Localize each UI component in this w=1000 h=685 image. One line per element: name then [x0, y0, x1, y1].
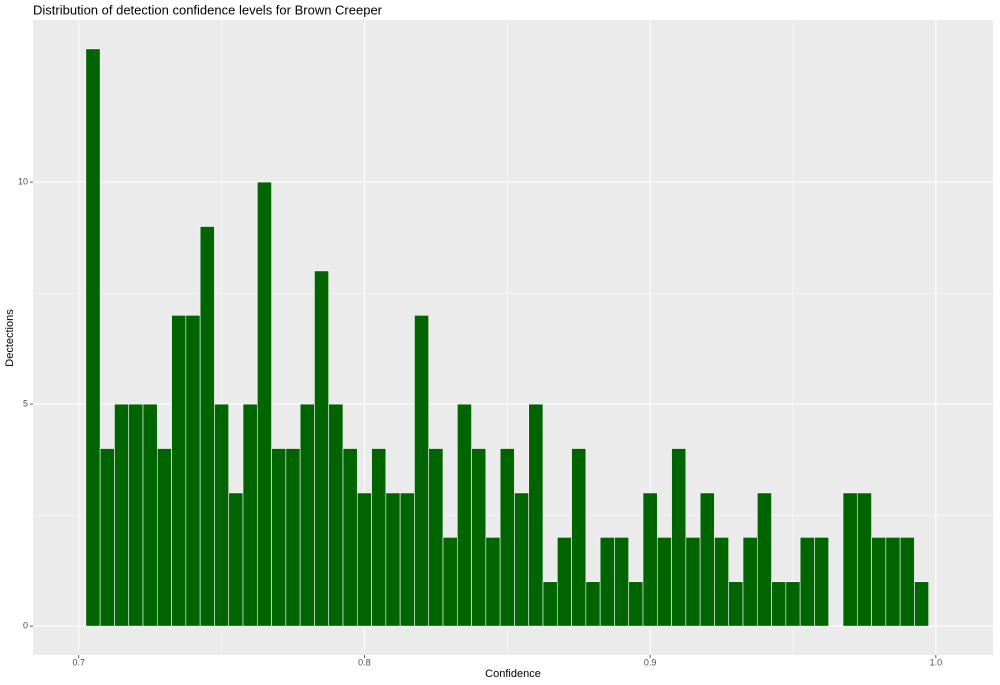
bar: [142, 403, 158, 627]
bar: [542, 581, 558, 627]
bar: [314, 270, 330, 627]
bar: [199, 226, 215, 627]
x-axis-label: Confidence: [485, 668, 541, 680]
bar: [614, 537, 630, 627]
bar: [342, 448, 358, 627]
bar: [414, 314, 430, 627]
bar: [242, 403, 258, 627]
bar: [371, 448, 387, 627]
x-tick-label: 0.8: [358, 657, 371, 667]
bar: [842, 492, 858, 627]
bar: [214, 403, 230, 627]
bar: [756, 492, 772, 627]
bar: [814, 537, 830, 627]
y-tick-label: 5: [23, 398, 28, 408]
bar: [856, 492, 872, 627]
bar: [685, 537, 701, 627]
bar: [228, 492, 244, 627]
bar: [471, 448, 487, 627]
bar: [442, 537, 458, 627]
bar: [485, 537, 501, 627]
bar: [599, 537, 615, 627]
bar: [742, 537, 758, 627]
bar: [285, 448, 301, 627]
bar: [785, 581, 801, 627]
x-tick-label: 1.0: [930, 657, 943, 667]
y-axis-label: Dectections: [4, 309, 16, 367]
bar: [671, 448, 687, 627]
bar: [585, 581, 601, 627]
bar: [871, 537, 887, 627]
bar: [885, 537, 901, 627]
bar: [528, 403, 544, 627]
bar: [428, 448, 444, 627]
y-tick-label: 10: [18, 176, 28, 186]
bar: [628, 581, 644, 627]
bar: [271, 448, 287, 627]
bar: [556, 537, 572, 627]
x-tick-label: 0.9: [644, 657, 657, 667]
bar: [571, 448, 587, 627]
bar: [714, 537, 730, 627]
bar: [99, 448, 115, 627]
bar: [185, 314, 201, 627]
bar: [385, 492, 401, 627]
bar: [156, 448, 172, 627]
bar: [256, 181, 272, 627]
bar: [914, 581, 930, 627]
bar: [299, 403, 315, 627]
bar: [171, 314, 187, 627]
bar: [514, 492, 530, 627]
x-tick-label: 0.7: [72, 657, 85, 667]
bar: [456, 403, 472, 627]
bar: [399, 492, 415, 627]
bar: [128, 403, 144, 627]
bar: [499, 448, 515, 627]
bar: [699, 492, 715, 627]
bar: [356, 492, 372, 627]
bar: [656, 537, 672, 627]
bar: [771, 581, 787, 627]
bar: [728, 581, 744, 627]
y-tick-label: 0: [23, 621, 28, 631]
bar: [328, 403, 344, 627]
bar: [799, 537, 815, 627]
bar: [85, 48, 101, 627]
bar: [899, 537, 915, 627]
bar: [642, 492, 658, 627]
bar: [114, 403, 130, 627]
chart-title: Distribution of detection confidence lev…: [33, 2, 383, 17]
